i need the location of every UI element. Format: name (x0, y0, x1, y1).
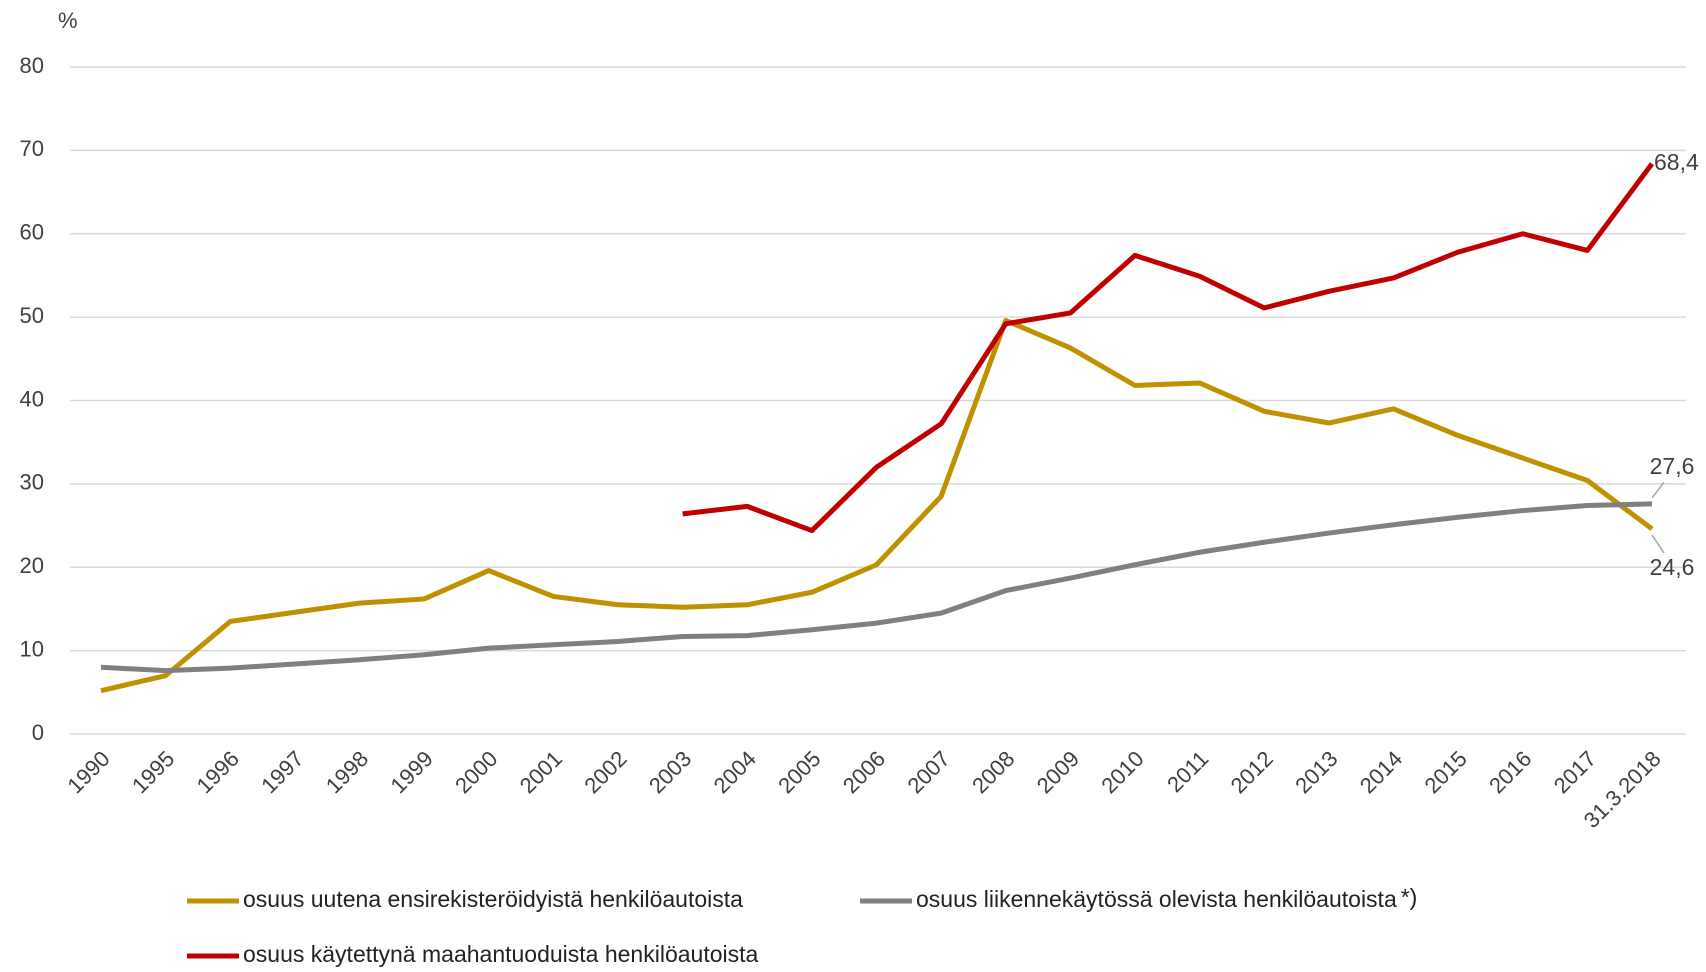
x-tick-label: 2003 (644, 746, 696, 798)
data-label: 68,4 (1654, 149, 1699, 175)
x-tick-label: 2009 (1032, 746, 1084, 798)
y-tick-label: 60 (20, 220, 44, 245)
x-tick-label: 2005 (773, 746, 825, 798)
x-tick-label: 1995 (127, 746, 179, 798)
data-label: 27,6 (1650, 453, 1695, 479)
y-tick-label: 80 (20, 53, 44, 78)
series-line (682, 162, 1655, 534)
legend-label: osuus uutena ensirekisteröidyistä henkil… (243, 886, 743, 912)
y-tick-label: 50 (20, 303, 44, 328)
y-tick-label: 30 (20, 470, 44, 495)
x-tick-label: 2017 (1549, 746, 1601, 798)
y-tick-label: 40 (20, 386, 44, 411)
y-tick-label: 20 (20, 553, 44, 578)
leader-line (1651, 534, 1665, 554)
legend-label: osuus liikennekäytössä olevista henkilöa… (916, 886, 1397, 912)
x-tick-label: 1997 (256, 746, 308, 798)
y-tick-label: 0 (32, 720, 44, 745)
y-axis-unit: % (58, 8, 78, 33)
x-tick-label: 2010 (1096, 746, 1148, 798)
x-tick-label: 2001 (515, 746, 567, 798)
x-tick-label: 1998 (321, 746, 373, 798)
leader-line (1651, 481, 1665, 499)
x-tick-label: 2013 (1290, 746, 1342, 798)
x-tick-label: 2007 (902, 746, 954, 798)
series-line (100, 317, 1654, 694)
x-tick-label: 2014 (1355, 746, 1407, 798)
x-tick-label: 1990 (62, 746, 114, 798)
y-tick-label: 70 (20, 136, 44, 161)
x-tick-label: 2008 (967, 746, 1019, 798)
x-tick-label: 2000 (450, 746, 502, 798)
x-tick-label: 1999 (385, 746, 437, 798)
y-tick-label: 10 (20, 636, 44, 661)
x-tick-label: 2004 (709, 746, 761, 798)
series-line (100, 501, 1653, 674)
x-tick-label: 2012 (1226, 746, 1278, 798)
legend-label: osuus käytettynä maahantuoduista henkilö… (243, 941, 758, 967)
x-tick-label: 2011 (1162, 746, 1213, 797)
x-tick-label: 2002 (579, 746, 631, 798)
legend-note: *) (1401, 884, 1418, 910)
x-tick-label: 1996 (192, 746, 244, 798)
x-tick-label: 2006 (838, 746, 890, 798)
data-label: 24,6 (1650, 554, 1695, 580)
x-tick-label: 2016 (1484, 746, 1536, 798)
x-tick-label: 2015 (1419, 746, 1471, 798)
